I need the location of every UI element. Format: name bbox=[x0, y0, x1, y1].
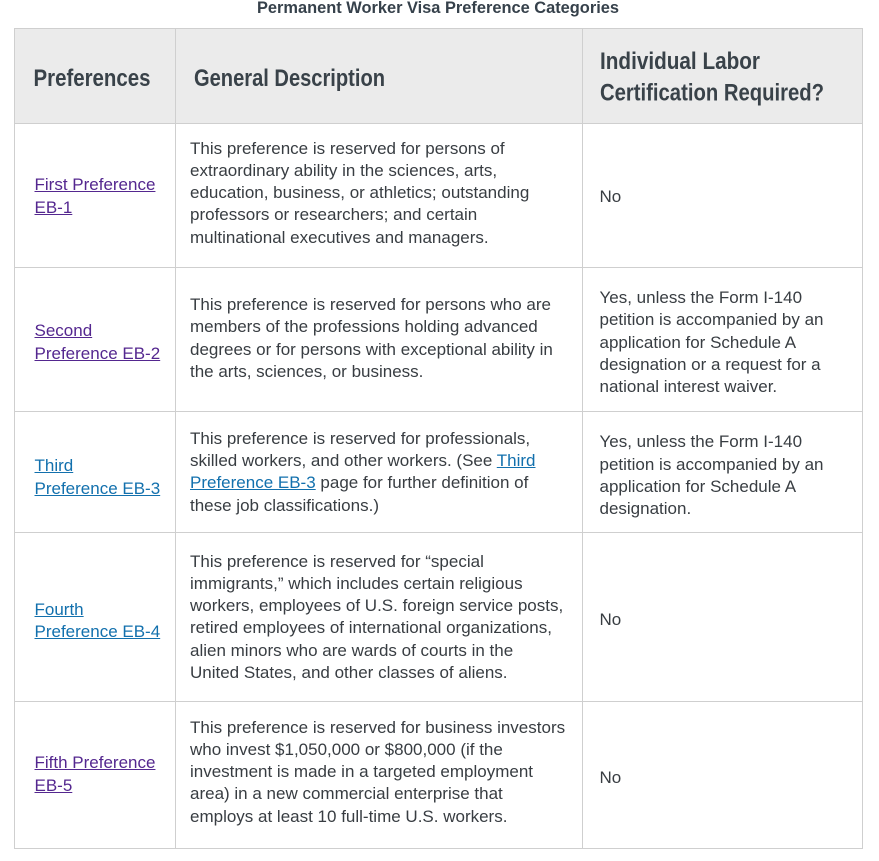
svg-text:General Description: General Description bbox=[194, 65, 385, 92]
svg-text:Certification Required?: Certification Required? bbox=[600, 79, 824, 106]
svg-text:Individual Labor: Individual Labor bbox=[600, 48, 760, 75]
svg-text:Preferences: Preferences bbox=[34, 65, 151, 92]
